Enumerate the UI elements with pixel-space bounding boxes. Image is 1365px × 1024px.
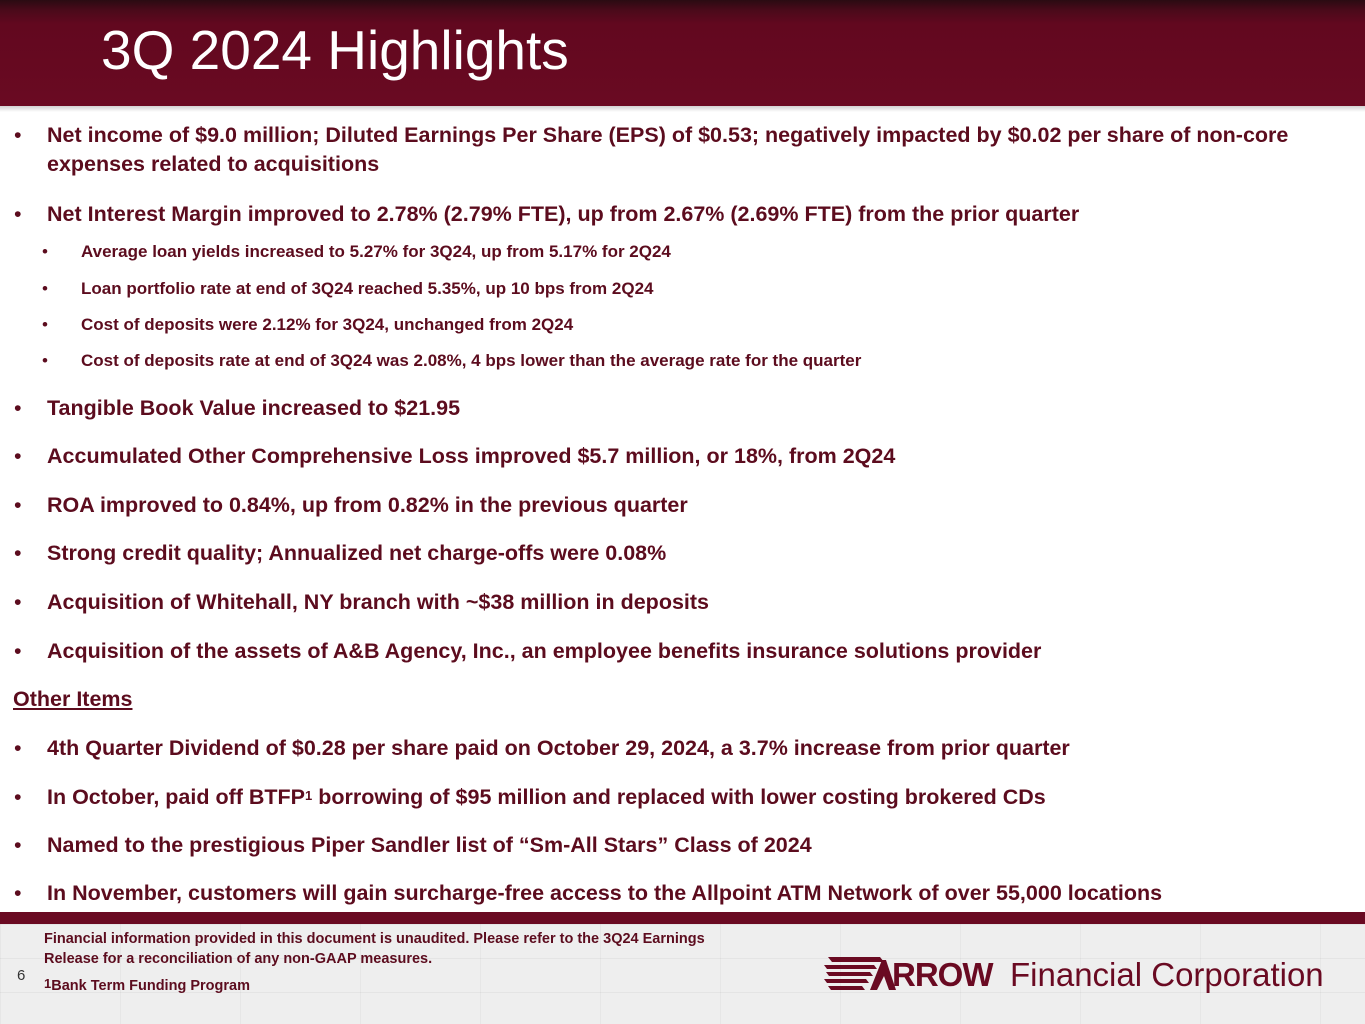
bullet: • xyxy=(42,351,48,370)
bullet: • xyxy=(42,242,48,261)
other-item-text: 4th Quarter Dividend of $0.28 per share … xyxy=(47,736,1070,760)
bullet: • xyxy=(14,396,22,420)
bullet: • xyxy=(14,736,22,760)
logo-wordmark: RROW xyxy=(892,956,993,993)
highlight-text: Acquisition of the assets of A&B Agency,… xyxy=(47,639,1042,663)
footnote-text: Bank Term Funding Program xyxy=(51,978,250,994)
other-item-text: Named to the prestigious Piper Sandler l… xyxy=(47,833,812,857)
bullet: • xyxy=(14,785,22,809)
highlight-text: Accumulated Other Comprehensive Loss imp… xyxy=(47,444,896,468)
subpoint-text: Average loan yields increased to 5.27% f… xyxy=(81,242,671,261)
disclaimer-line-1: Financial information provided in this d… xyxy=(44,931,705,947)
bullet: • xyxy=(14,833,22,857)
highlight-text: ROA improved to 0.84%, up from 0.82% in … xyxy=(47,493,688,517)
subpoint-text: Cost of deposits rate at end of 3Q24 was… xyxy=(81,351,862,370)
bullet: • xyxy=(14,881,22,905)
other-item-text-start: In October, paid off BTFP xyxy=(47,785,305,809)
arrow-logo-icon xyxy=(824,957,896,990)
other-item-text: In November, customers will gain surchar… xyxy=(47,881,1163,905)
title-banner xyxy=(0,0,1365,106)
bullet: • xyxy=(14,541,22,565)
other-item-text-end: borrowing of $95 million and replaced wi… xyxy=(312,785,1046,809)
highlight-text: Strong credit quality; Annualized net ch… xyxy=(47,541,667,565)
highlight-text: Net income of $9.0 million; Diluted Earn… xyxy=(47,123,1289,176)
subpoint-text: Cost of deposits were 2.12% for 3Q24, un… xyxy=(81,315,574,334)
logo-company-name: Financial Corporation xyxy=(1010,956,1324,993)
bullet: • xyxy=(14,590,22,614)
disclaimer-line-2: Release for a reconciliation of any non-… xyxy=(44,951,433,967)
highlight-text: Tangible Book Value increased to $21.95 xyxy=(47,396,461,420)
bullet: • xyxy=(42,279,48,298)
slide-title: 3Q 2024 Highlights xyxy=(101,19,569,81)
footnote-marker: 1 xyxy=(305,788,313,803)
footnote-marker: 1 xyxy=(44,976,52,991)
other-item-text: In October, paid off BTFP1 borrowing of … xyxy=(47,783,1046,812)
footnote: 1Bank Term Funding Program xyxy=(44,976,250,996)
bullet: • xyxy=(14,444,22,468)
footer-bar xyxy=(0,912,1365,924)
bullet: • xyxy=(14,493,22,517)
footer-brick-background xyxy=(0,924,1365,1024)
bullet: • xyxy=(14,639,22,663)
highlight-text: Net Interest Margin improved to 2.78% (2… xyxy=(47,202,1080,226)
subpoint-text: Loan portfolio rate at end of 3Q24 reach… xyxy=(81,279,654,298)
highlight-text: Acquisition of Whitehall, NY branch with… xyxy=(47,590,709,614)
company-logo: RROW Financial Corporation xyxy=(824,950,1354,1000)
other-items-heading: Other Items xyxy=(13,687,133,711)
bullet: • xyxy=(42,315,48,334)
page-number: 6 xyxy=(17,967,26,984)
bullet: • xyxy=(14,202,22,226)
title-banner-shadow xyxy=(0,106,1365,112)
bullet: • xyxy=(14,123,22,147)
